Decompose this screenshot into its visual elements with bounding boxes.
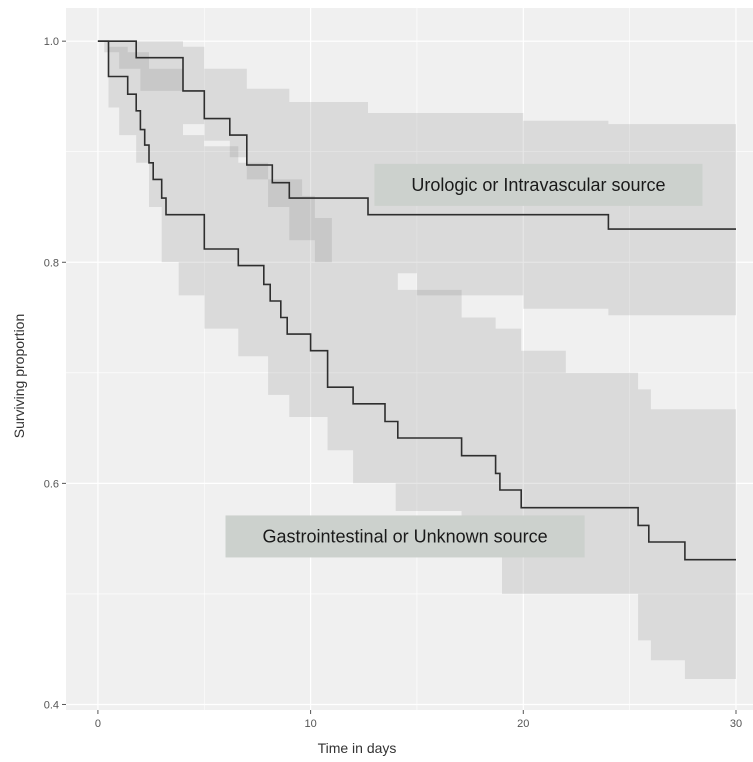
survival-curve-1 <box>97 40 736 230</box>
plot-panel <box>66 8 753 710</box>
curve-label-text: Urologic or Intravascular source <box>411 175 665 195</box>
curve-label-1: Urologic or Intravascular source <box>374 163 703 206</box>
y-tick-label: 0.6 <box>44 478 59 490</box>
y-tick-label: 1.0 <box>44 36 59 48</box>
x-tick-label: 0 <box>95 718 101 730</box>
x-tick-label: 10 <box>304 718 316 730</box>
y-axis-title: Surviving proportion <box>11 314 27 439</box>
survival-curves <box>97 40 736 561</box>
curve-label-text: Gastrointestinal or Unknown source <box>263 526 548 546</box>
x-tick-label: 30 <box>730 718 742 730</box>
y-tick-label: 0.8 <box>44 257 59 269</box>
curve-labels: Urologic or Intravascular source Gastroin… <box>225 163 703 558</box>
grid-lines <box>66 8 753 710</box>
x-axis-title: Time in days <box>318 740 397 756</box>
y-axis: 0.4 0.6 0.8 1.0 <box>44 36 66 711</box>
x-axis: 0 10 20 30 <box>95 710 742 730</box>
curve-label-box <box>225 515 585 558</box>
y-tick-label: 0.4 <box>44 699 59 711</box>
x-tick-label: 20 <box>517 718 529 730</box>
survival-curve-2 <box>97 40 736 561</box>
curve-label-2: Gastrointestinal or Unknown source <box>225 515 585 558</box>
curve-label-box <box>374 163 703 206</box>
